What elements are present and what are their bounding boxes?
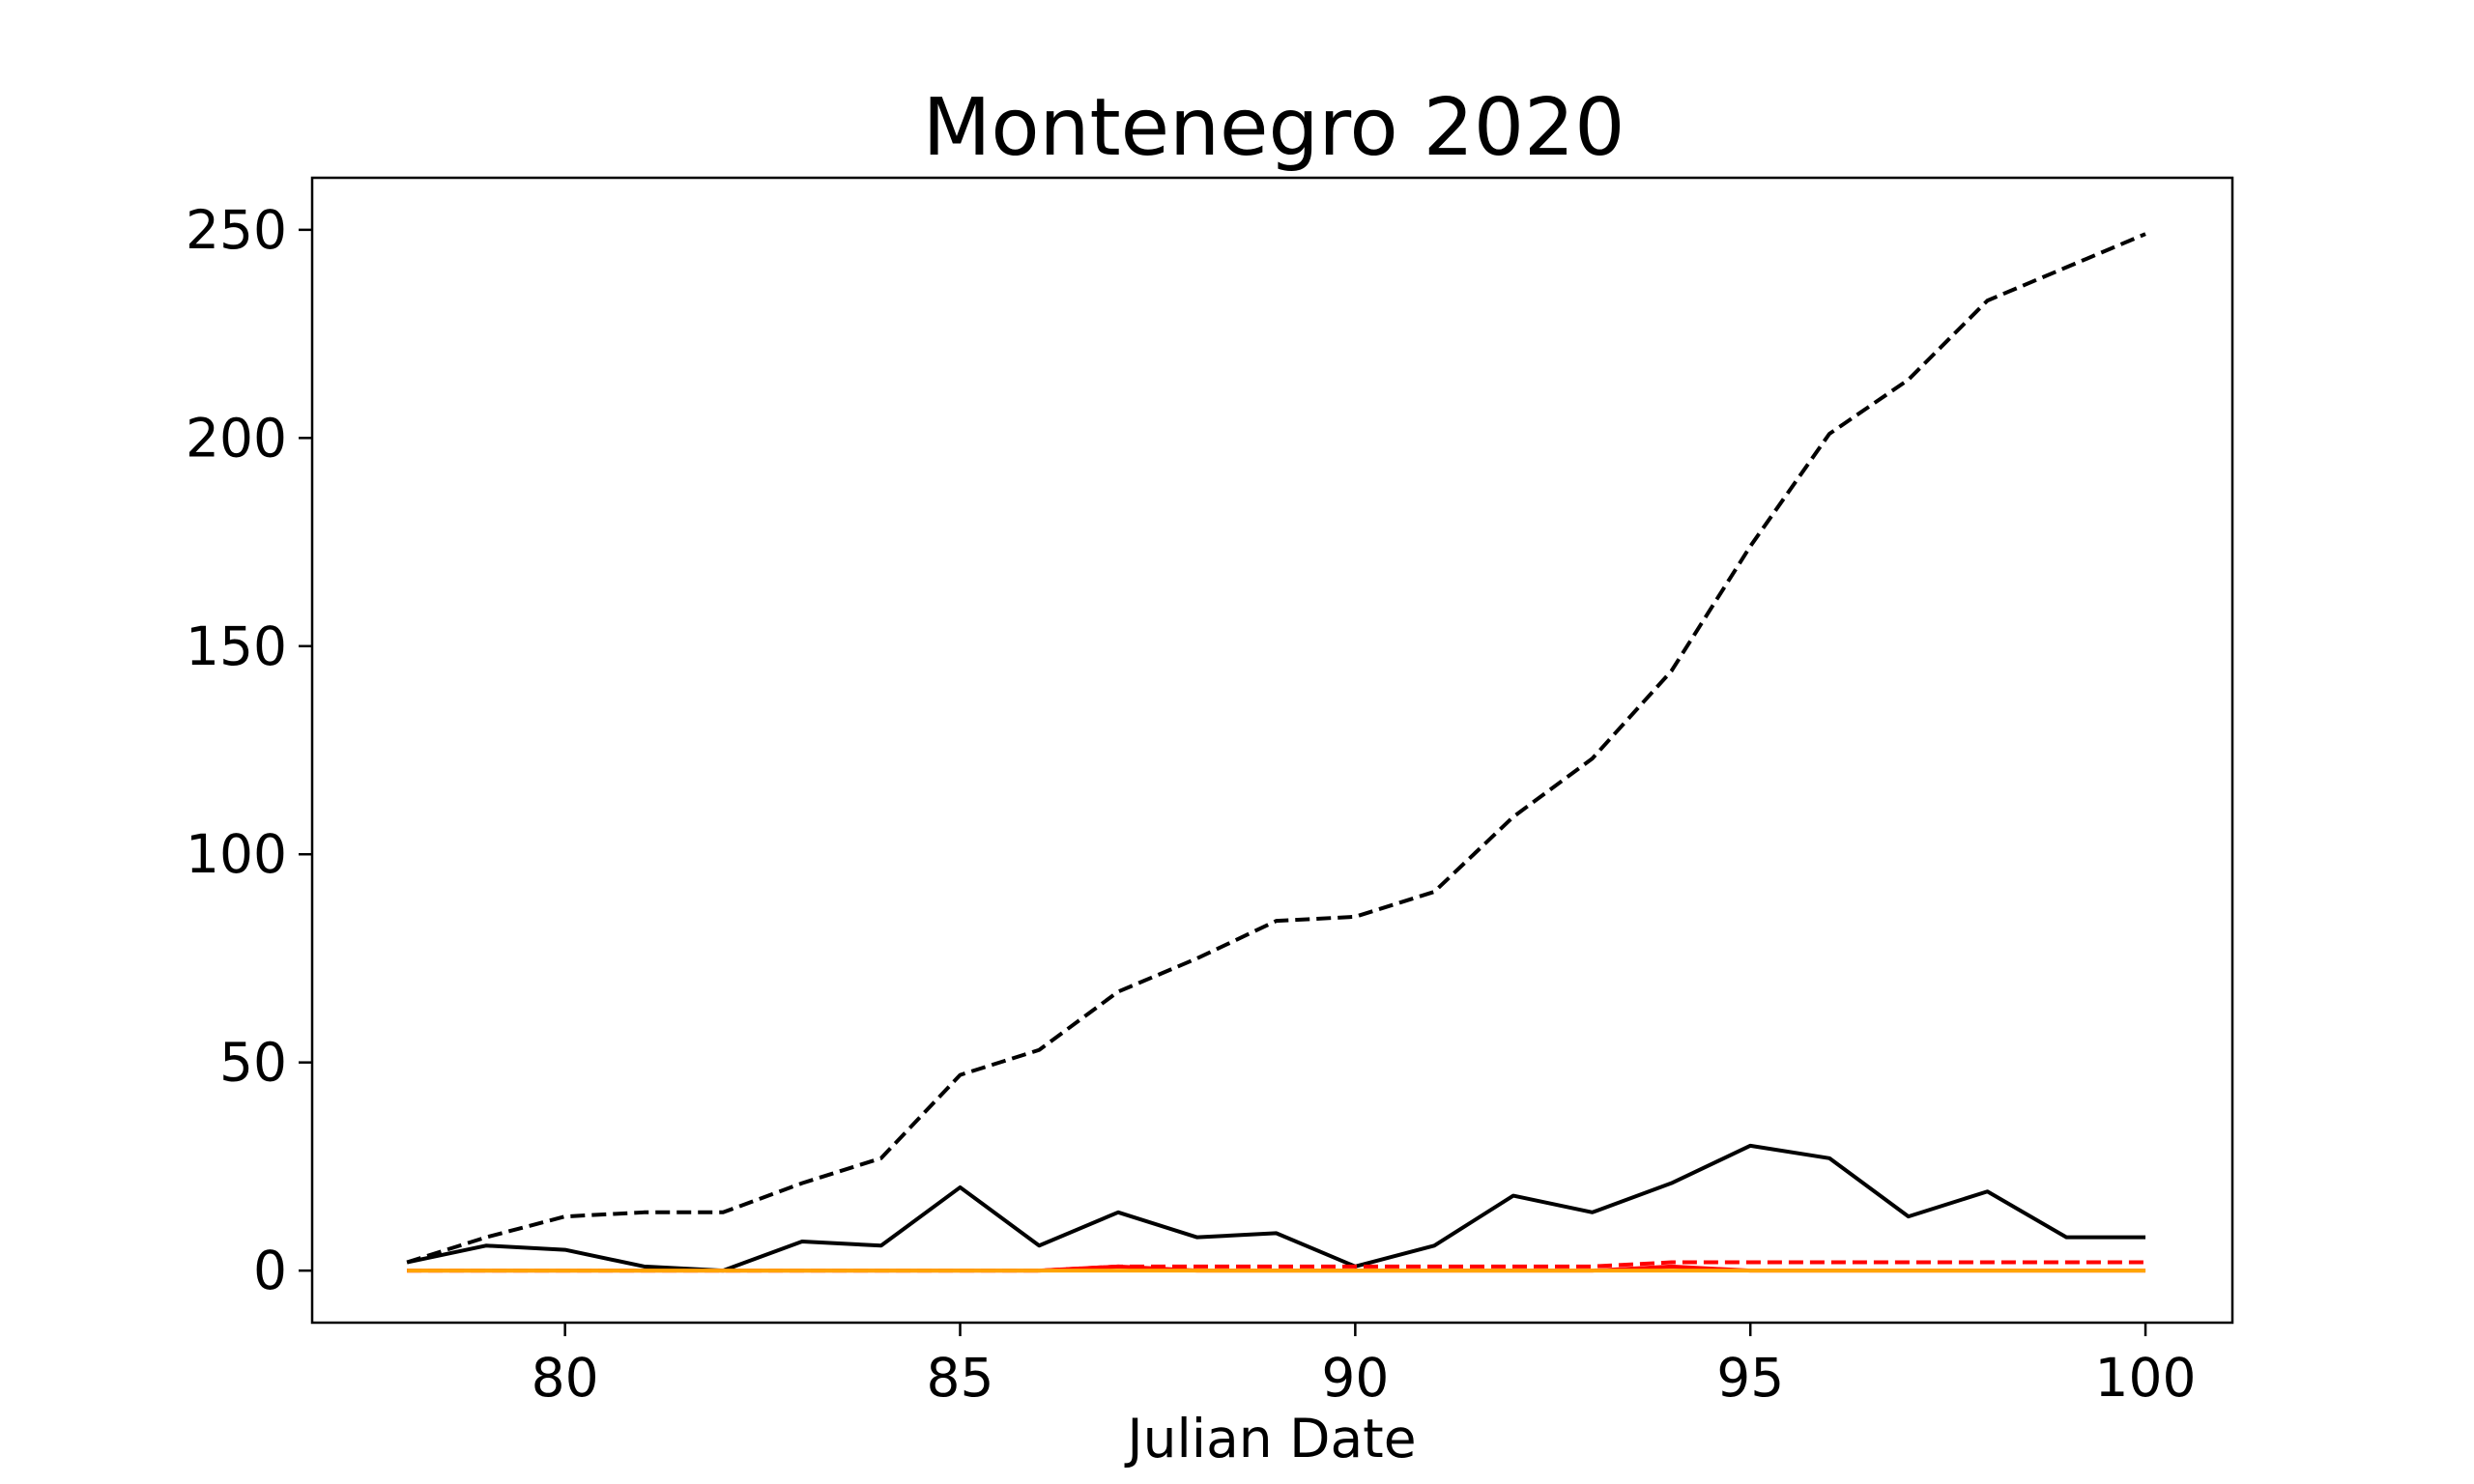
- x-tick-label: 95: [1716, 1347, 1784, 1409]
- y-axis: 0 50 100 150 200 250: [186, 199, 312, 1301]
- x-axis-label: Julian Date: [1124, 1408, 1416, 1470]
- x-tick-label: 90: [1321, 1347, 1389, 1409]
- series-line-2: [407, 1146, 2145, 1270]
- x-tick-label: 80: [532, 1347, 599, 1409]
- plot-frame: [312, 178, 2232, 1323]
- y-tick-label: 150: [186, 615, 287, 677]
- y-tick-label: 100: [186, 823, 287, 885]
- x-tick-label: 100: [2095, 1347, 2197, 1409]
- x-tick-label: 85: [927, 1347, 994, 1409]
- y-tick-label: 250: [186, 199, 287, 261]
- series-layer: [407, 234, 2145, 1270]
- chart-title: Montenegro 2020: [923, 82, 1625, 174]
- y-tick-label: 50: [219, 1032, 287, 1094]
- x-axis: 80 85 90 95 100: [532, 1323, 2197, 1409]
- y-tick-label: 0: [253, 1240, 287, 1301]
- y-tick-label: 200: [186, 407, 287, 469]
- series-line-1: [407, 234, 2145, 1262]
